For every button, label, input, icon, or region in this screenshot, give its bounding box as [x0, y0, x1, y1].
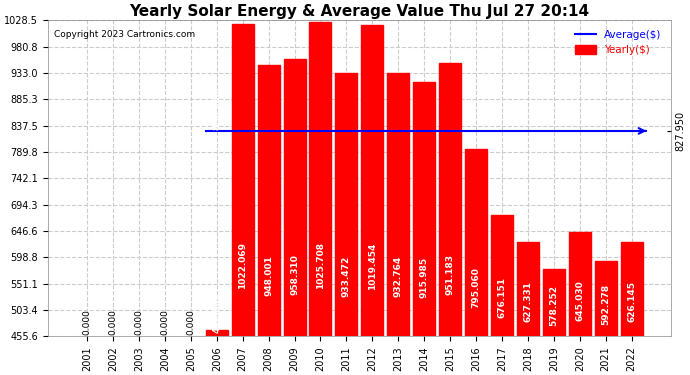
Text: 627.331: 627.331: [524, 281, 533, 322]
Text: 958.310: 958.310: [290, 254, 299, 295]
Text: 676.151: 676.151: [497, 277, 506, 318]
Text: 827.950: 827.950: [213, 89, 221, 130]
Text: 626.145: 626.145: [627, 281, 636, 322]
Text: 1025.708: 1025.708: [316, 242, 325, 289]
Text: 578.252: 578.252: [549, 285, 558, 326]
Bar: [465, 149, 487, 375]
Title: Yearly Solar Energy & Average Value Thu Jul 27 20:14: Yearly Solar Energy & Average Value Thu …: [129, 4, 589, 19]
Bar: [335, 73, 357, 375]
Bar: [257, 65, 279, 375]
Text: 0.000: 0.000: [108, 309, 117, 335]
Bar: [362, 26, 384, 375]
Text: 795.060: 795.060: [471, 267, 480, 308]
Bar: [232, 24, 254, 375]
Bar: [569, 232, 591, 375]
Bar: [595, 261, 617, 375]
Text: 1019.454: 1019.454: [368, 242, 377, 290]
Text: 1022.069: 1022.069: [238, 242, 247, 290]
Text: 0.000: 0.000: [83, 309, 92, 335]
Bar: [620, 242, 642, 375]
Bar: [206, 330, 228, 375]
Bar: [543, 268, 565, 375]
Text: Copyright 2023 Cartronics.com: Copyright 2023 Cartronics.com: [54, 30, 195, 39]
Legend: Average($), Yearly($): Average($), Yearly($): [571, 26, 666, 60]
Bar: [517, 242, 539, 375]
Text: 932.764: 932.764: [394, 255, 403, 297]
Bar: [413, 82, 435, 375]
Text: 0.000: 0.000: [135, 309, 144, 335]
Text: 592.278: 592.278: [601, 284, 610, 325]
Text: 466.802: 466.802: [213, 292, 221, 333]
Text: 0.000: 0.000: [160, 309, 170, 335]
Bar: [439, 63, 461, 375]
Text: 951.183: 951.183: [446, 254, 455, 295]
Bar: [491, 214, 513, 375]
Text: 948.001: 948.001: [264, 255, 273, 296]
Text: 0.000: 0.000: [186, 309, 195, 335]
Text: 645.030: 645.030: [575, 280, 584, 321]
Bar: [387, 73, 409, 375]
Text: 933.472: 933.472: [342, 255, 351, 297]
Text: 915.985: 915.985: [420, 257, 428, 298]
Bar: [309, 22, 331, 375]
Bar: [284, 59, 306, 375]
